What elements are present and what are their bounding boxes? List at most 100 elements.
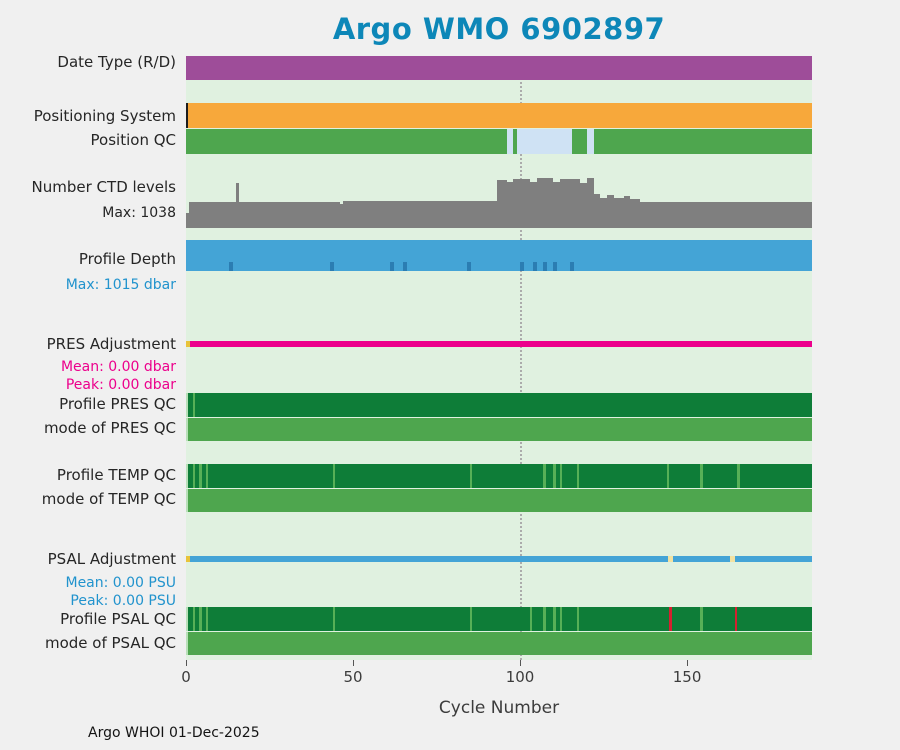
ctd-bar — [560, 179, 581, 228]
ctd-bar — [640, 201, 812, 228]
row-base — [186, 556, 812, 562]
x-tick-mark — [186, 660, 187, 666]
row-positioning-system — [186, 103, 812, 128]
row-base — [186, 464, 812, 488]
row-position-qc — [186, 129, 812, 154]
segment — [553, 464, 556, 488]
row-base — [186, 103, 812, 128]
segment — [734, 607, 738, 631]
segment — [516, 129, 573, 154]
row-label: Profile PSAL QC — [60, 610, 176, 628]
segment — [667, 464, 670, 488]
segment — [186, 341, 191, 347]
segment — [729, 556, 735, 562]
chart-title: Argo WMO 6902897 — [332, 12, 666, 46]
row-base — [186, 489, 812, 512]
segment — [186, 632, 189, 655]
segment — [186, 489, 189, 512]
ctd-bar — [506, 182, 514, 228]
row-mode-pres-qc — [186, 418, 812, 441]
segment — [186, 464, 189, 488]
row-base — [186, 607, 812, 631]
segment — [206, 607, 209, 631]
row-label: PRES Adjustment — [46, 335, 176, 353]
ctd-bar — [593, 194, 601, 228]
segment — [229, 262, 234, 271]
segment — [586, 129, 595, 154]
row-label: Number CTD levels — [31, 178, 176, 196]
row-label: Max: 1015 dbar — [65, 277, 176, 293]
segment — [576, 607, 580, 631]
row-label: mode of TEMP QC — [41, 490, 176, 508]
x-tick-mark — [353, 660, 355, 666]
ctd-bar — [343, 201, 497, 228]
ctd-bar — [606, 195, 614, 228]
segment — [737, 464, 740, 488]
segment — [553, 607, 556, 631]
segment — [506, 129, 514, 154]
attribution-text: Argo WHOI 01-Dec-2025 — [88, 725, 260, 741]
row-label: Positioning System — [33, 107, 176, 125]
segment — [570, 262, 575, 271]
row-base — [186, 341, 812, 347]
x-tick-label: 150 — [672, 668, 702, 686]
segment — [700, 607, 703, 631]
row-label: Profile Depth — [78, 250, 176, 268]
ctd-bar — [623, 195, 631, 228]
plot-area — [186, 56, 812, 660]
row-mode-psal-qc — [186, 632, 812, 655]
row-label: Mean: 0.00 PSU — [65, 575, 176, 591]
row-label: Profile TEMP QC — [56, 466, 176, 484]
x-axis: 0 50 100 150 — [181, 660, 812, 688]
ctd-bar — [496, 179, 507, 228]
row-base — [186, 129, 812, 154]
ctd-bar — [189, 201, 237, 228]
row-label: mode of PRES QC — [43, 419, 176, 437]
row-label: Date Type (R/D) — [57, 53, 176, 71]
ctd-bar — [553, 181, 561, 228]
segment — [186, 103, 189, 128]
ctd-bar — [630, 199, 641, 228]
segment — [192, 607, 195, 631]
row-label: Peak: 0.00 dbar — [65, 377, 176, 393]
x-axis-label: Cycle Number — [438, 698, 560, 718]
segment — [469, 607, 473, 631]
segment — [199, 464, 202, 488]
segment — [466, 262, 471, 271]
row-label: Peak: 0.00 PSU — [70, 593, 176, 609]
segment — [186, 556, 191, 562]
row-base — [186, 418, 812, 441]
row-profile-temp-qc — [186, 464, 812, 488]
segment — [186, 607, 189, 631]
segment — [530, 607, 533, 631]
ctd-bar — [236, 182, 240, 228]
segment — [533, 262, 538, 271]
ctd-bar — [586, 178, 594, 228]
x-tick-mark — [687, 660, 689, 666]
segment — [329, 262, 334, 271]
segment — [403, 262, 408, 271]
ctd-bar — [600, 197, 607, 228]
row-pres-adjustment — [186, 341, 812, 347]
row-psal-adjustment — [186, 556, 812, 562]
row-profile-depth — [186, 240, 812, 271]
cycle-100-gridline — [520, 74, 523, 660]
row-label: Max: 1038 — [102, 205, 176, 221]
ctd-bar — [613, 198, 624, 228]
x-tick-label: 100 — [505, 668, 535, 686]
row-label: Profile PRES QC — [59, 395, 176, 413]
ctd-bar — [536, 178, 554, 228]
row-date-type — [186, 56, 812, 80]
segment — [192, 393, 195, 417]
ctd-bar — [580, 182, 587, 228]
row-ctd-levels — [186, 178, 812, 228]
segment — [543, 262, 548, 271]
row-base — [186, 632, 812, 655]
row-base — [186, 393, 812, 417]
segment — [543, 607, 546, 631]
x-tick-label: 50 — [343, 668, 363, 686]
ctd-bar — [239, 201, 340, 228]
segment — [332, 464, 336, 488]
segment — [192, 464, 195, 488]
